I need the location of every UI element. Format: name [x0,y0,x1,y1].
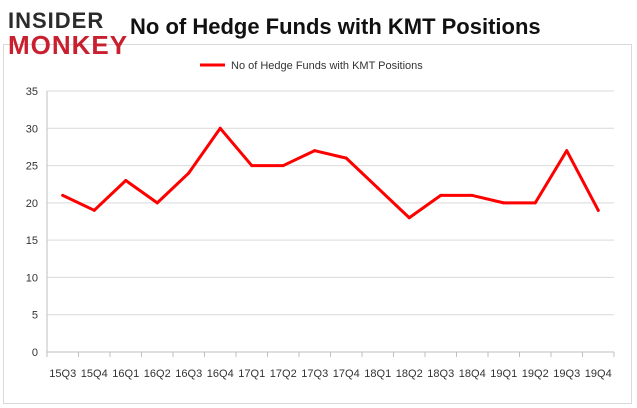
y-tick-label: 0 [32,347,38,359]
x-tick-label: 19Q2 [522,368,549,380]
data-point [376,186,380,190]
data-point [218,126,222,130]
x-tick-label: 15Q3 [49,368,76,380]
gridlines [46,90,614,353]
logo-text-insider: INSIDER [8,8,105,33]
data-point [250,164,254,168]
data-point [187,171,191,175]
insider-monkey-logo: INSIDER MONKEY [8,8,129,60]
data-point [439,193,443,197]
x-tick-label: 18Q1 [364,368,391,380]
chart-title: No of Hedge Funds with KMT Positions [130,14,541,39]
data-point [533,201,537,205]
x-tick-label: 19Q4 [585,368,612,380]
y-tick-label: 15 [26,235,38,247]
data-point [565,149,569,153]
series-line [61,126,600,220]
y-tick-label: 5 [32,310,38,322]
x-tick-label: 18Q4 [459,368,486,380]
data-point [313,149,317,153]
data-point [407,216,411,220]
data-point [502,201,506,205]
y-tick-label: 30 [26,123,38,135]
y-tick-label: 20 [26,198,38,210]
legend: No of Hedge Funds with KMT Positions [200,60,423,72]
x-tick-label: 17Q4 [333,368,360,380]
data-point [92,208,96,212]
y-tick-label: 25 [26,161,38,173]
x-tick-label: 17Q3 [301,368,328,380]
x-tick-label: 16Q3 [175,368,202,380]
x-tick-label: 19Q1 [490,368,517,380]
data-point [344,156,348,160]
chart-frame [3,44,632,404]
x-tick-label: 16Q4 [207,368,234,380]
y-tick-label: 10 [26,272,38,284]
x-tick-label: 16Q2 [144,368,171,380]
x-tick-label: 17Q1 [238,368,265,380]
logo-text-monkey: MONKEY [8,30,129,60]
y-axis-ticks: 0 5 10 15 20 25 30 35 [26,86,38,359]
data-point [124,178,128,182]
data-point [281,164,285,168]
data-point [470,193,474,197]
x-tick-label: 15Q4 [81,368,108,380]
data-point [61,193,65,197]
x-axis-ticks: 15Q3 15Q4 16Q1 16Q2 16Q3 16Q4 17Q1 17Q2 17Q3 17Q4… [46,352,615,380]
series-layer [61,126,600,220]
y-tick-label: 35 [26,86,38,98]
data-point [155,201,159,205]
legend-label: No of Hedge Funds with KMT Positions [231,60,423,72]
x-tick-label: 16Q1 [112,368,139,380]
x-tick-label: 18Q2 [396,368,423,380]
x-tick-label: 17Q2 [270,368,297,380]
data-point [596,208,600,212]
x-tick-label: 18Q3 [427,368,454,380]
x-tick-label: 19Q3 [553,368,580,380]
